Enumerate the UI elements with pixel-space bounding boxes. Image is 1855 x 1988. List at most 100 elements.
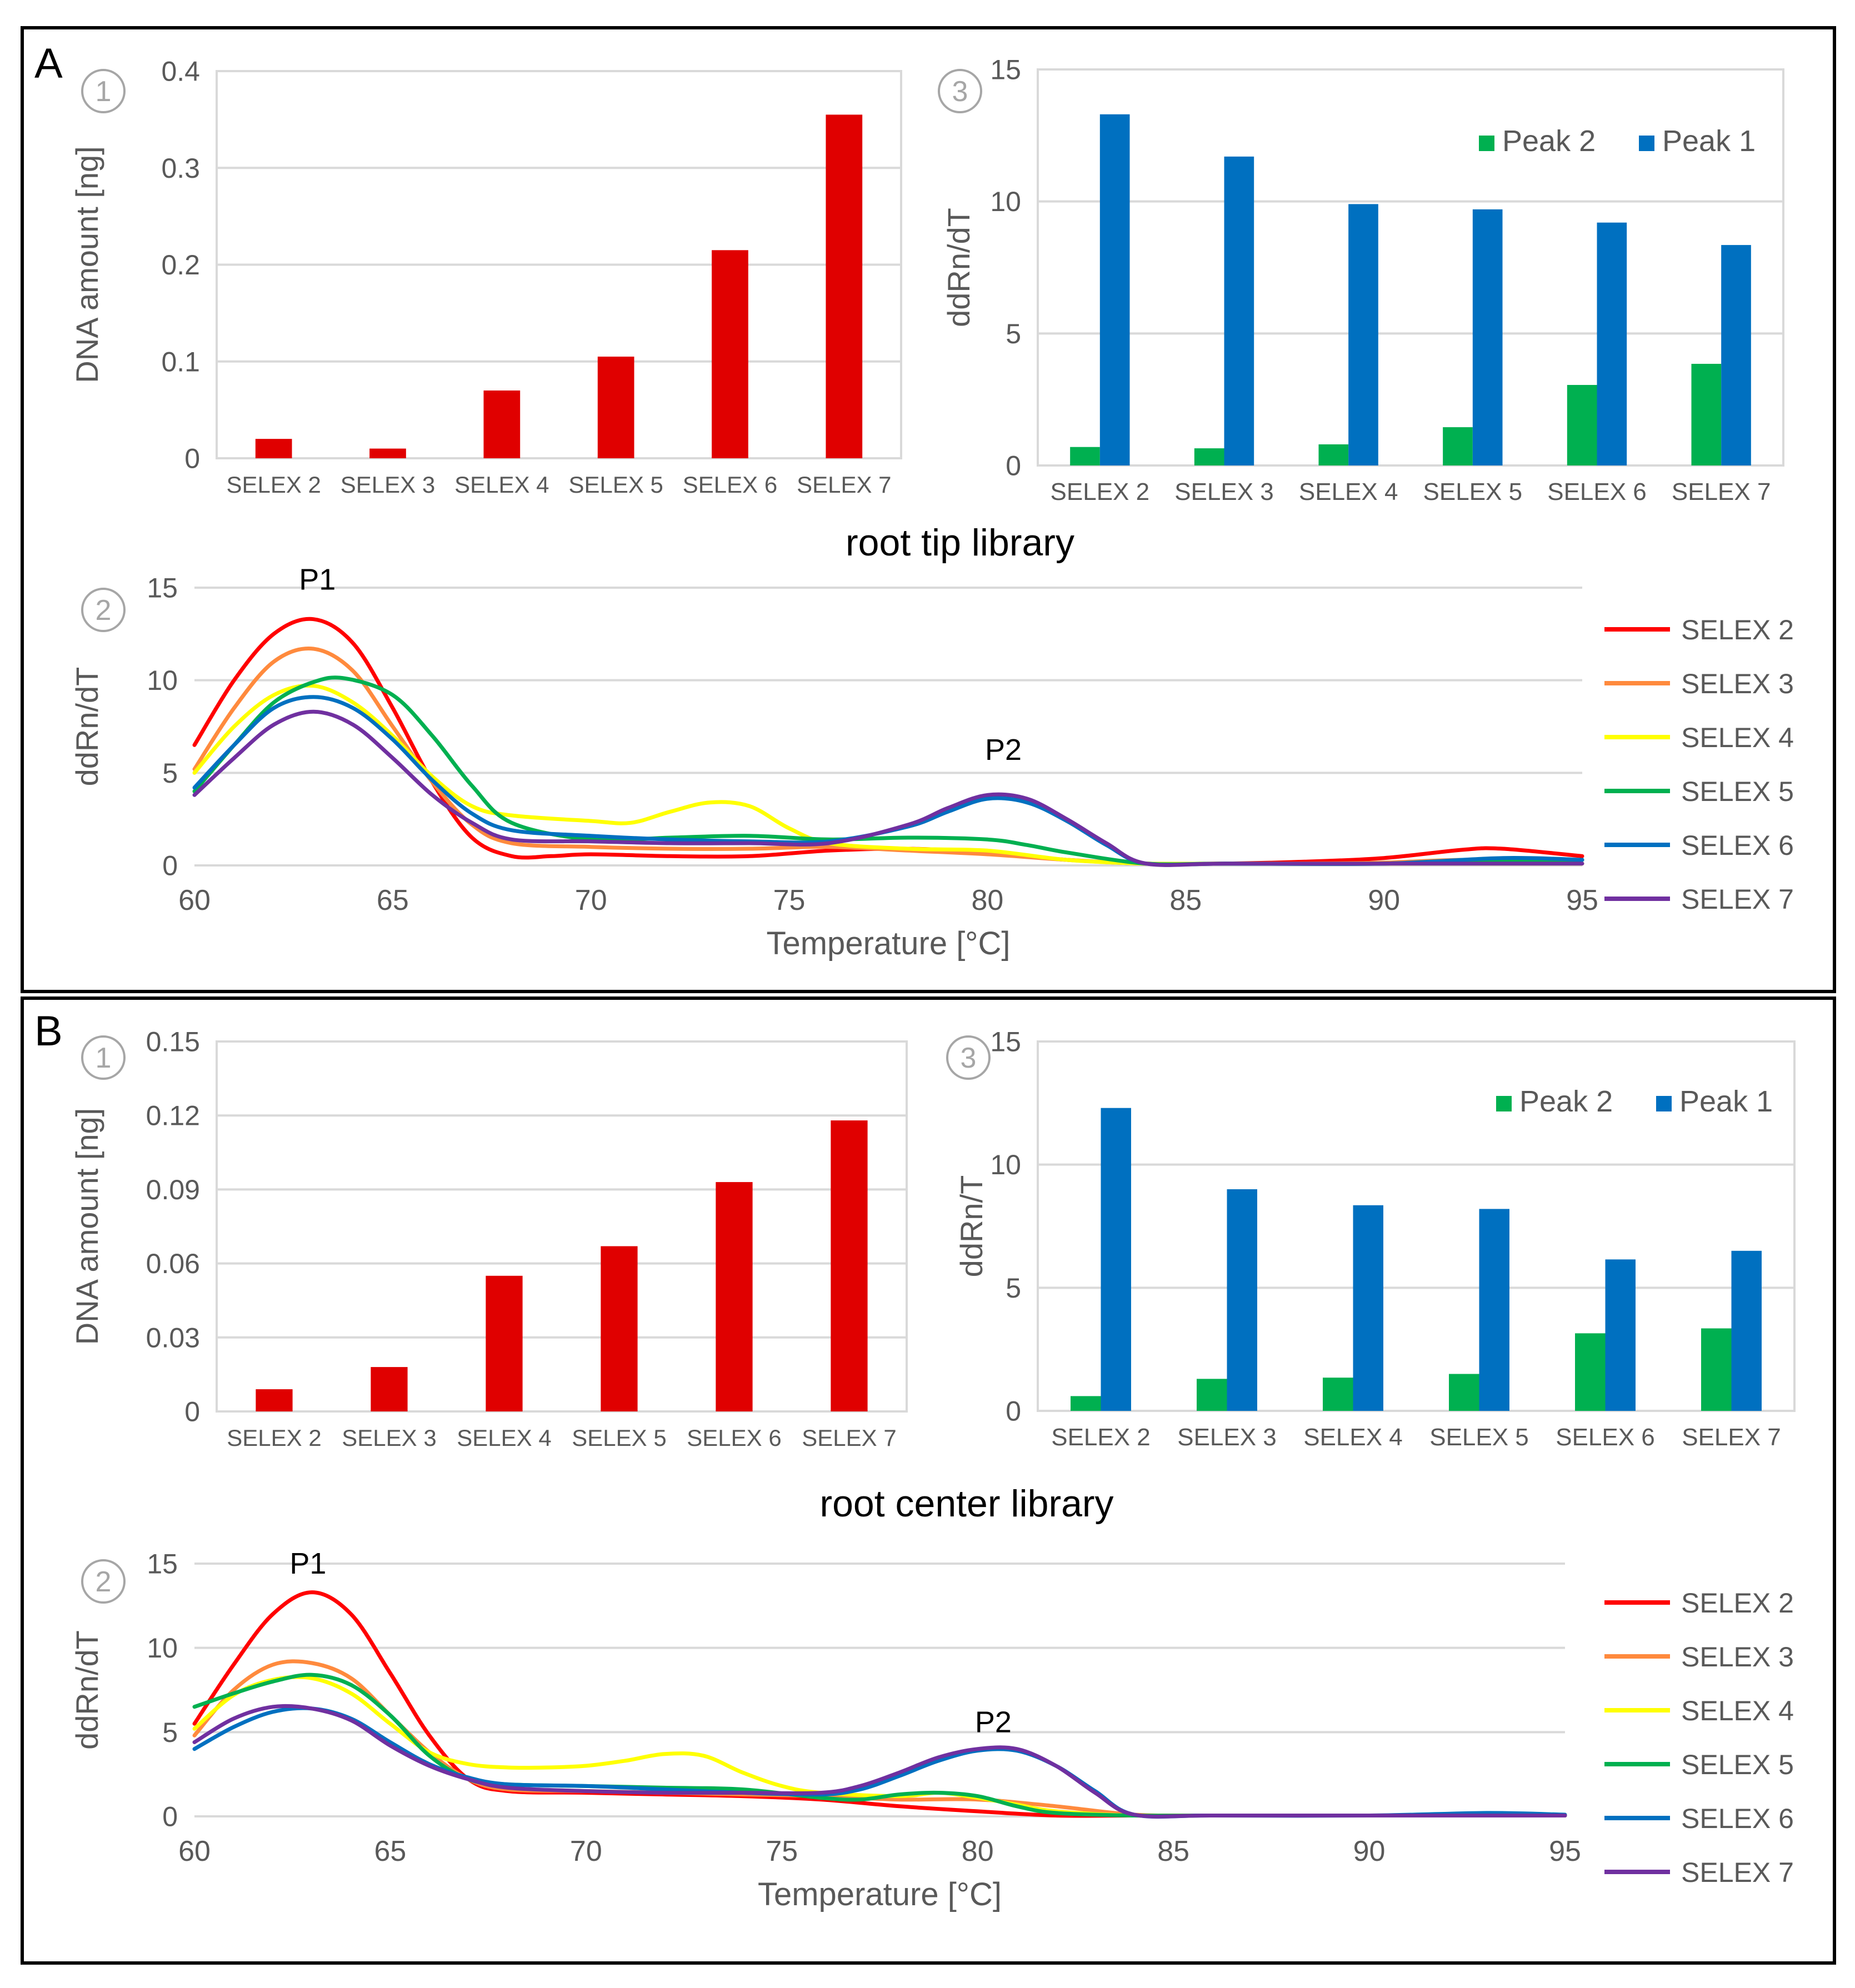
x-tick-label: SELEX 7 — [797, 472, 891, 498]
x-tick-label: SELEX 2 — [227, 1425, 321, 1451]
series-line-selex-3 — [192, 1659, 1567, 1818]
panel-b-label: B — [34, 1008, 63, 1055]
x-tick-label: SELEX 4 — [457, 1425, 551, 1451]
bar — [716, 1182, 753, 1411]
x-tick-label: SELEX 7 — [1682, 1424, 1781, 1451]
x-tick-label: SELEX 4 — [454, 472, 549, 498]
legend-label: SELEX 4 — [1681, 722, 1794, 753]
x-tick-label: 80 — [962, 1835, 994, 1867]
y-axis-label: DNA amount [ng] — [69, 1108, 104, 1345]
chart-a3-peak-bars: 0 5 10 15 ddRn/dT SELEX 2 SELEX 3 SELEX 4 SELEX … — [941, 54, 1784, 505]
chart-b1-dna-amount: 0 0.03 0.06 0.09 0.12 0.15 DNA amount [ng] SELE… — [69, 1026, 908, 1451]
x-tick-label: SELEX 6 — [1556, 1424, 1655, 1451]
panel-b-circle-1: 1 — [81, 1035, 126, 1080]
y-tick-label: 10 — [147, 1633, 178, 1664]
x-tick-label: 75 — [766, 1835, 798, 1867]
legend-label: SELEX 7 — [1681, 884, 1794, 915]
bar-peak-2 — [1443, 427, 1473, 465]
legend-label: SELEX 6 — [1681, 830, 1794, 861]
x-tick-label: 95 — [1549, 1835, 1581, 1867]
x-tick-label: 90 — [1353, 1835, 1386, 1867]
panel-a-p1-label: P1 — [299, 563, 336, 596]
series-line-selex-7 — [192, 709, 1584, 867]
x-tick-label: 60 — [178, 884, 211, 917]
x-tick-label: SELEX 3 — [341, 472, 435, 498]
bar-peak-2 — [1691, 363, 1722, 465]
x-tick-label: 70 — [575, 884, 607, 917]
x-tick-label: SELEX 6 — [687, 1425, 781, 1451]
legend-swatch — [1496, 1096, 1512, 1111]
y-tick-label: 0 — [184, 1396, 200, 1428]
x-tick-label: 85 — [1157, 1835, 1189, 1867]
bar-peak-1 — [1597, 222, 1627, 465]
bar-peak-1 — [1099, 114, 1130, 466]
bar-peak-2 — [1323, 1378, 1353, 1411]
panel-a-circle-3: 3 — [938, 69, 982, 113]
y-tick-label: 0 — [1006, 1396, 1021, 1427]
panel-a-frame — [21, 26, 1836, 993]
y-axis-label: DNA amount [ng] — [69, 146, 104, 383]
svg-text:2: 2 — [96, 1566, 112, 1598]
y-tick-label: 0.06 — [146, 1248, 200, 1279]
bar-peak-1 — [1721, 245, 1751, 465]
panel-b-circle-2: 2 — [81, 1559, 126, 1604]
legend-label: SELEX 5 — [1681, 776, 1794, 807]
svg-text:2: 2 — [96, 594, 112, 627]
x-tick-label: 90 — [1368, 884, 1400, 917]
svg-text:1: 1 — [96, 76, 112, 108]
bar-peak-1 — [1348, 204, 1378, 465]
legend-swatch — [1479, 136, 1494, 151]
chart-a2-melt-curves: 0 5 10 15 ddRn/dT 60 65 70 75 80 85 90 95 Temperature… — [69, 573, 1794, 962]
bar-peak-1 — [1101, 1108, 1131, 1411]
x-tick-label: SELEX 4 — [1299, 478, 1398, 505]
x-tick-label: 95 — [1566, 884, 1598, 917]
x-tick-label: SELEX 5 — [1429, 1424, 1529, 1451]
x-tick-label: SELEX 5 — [1423, 478, 1523, 505]
panel-b-p2-label: P2 — [975, 1705, 1012, 1739]
svg-text:1: 1 — [96, 1042, 112, 1074]
legend-label: Peak 1 — [1662, 124, 1756, 158]
legend-swatch — [1656, 1096, 1672, 1111]
bar-peak-2 — [1575, 1333, 1606, 1411]
bar-peak-2 — [1701, 1328, 1732, 1411]
x-axis-label: Temperature [°C] — [766, 925, 1010, 962]
bar — [483, 390, 521, 458]
x-tick-label: SELEX 6 — [1547, 478, 1647, 505]
panel-a-circle-1: 1 — [81, 69, 126, 113]
bar — [369, 448, 406, 458]
x-tick-label: SELEX 4 — [1303, 1424, 1403, 1451]
panel-a-library-title: root tip library — [846, 522, 1074, 564]
y-tick-label: 15 — [990, 1026, 1021, 1058]
y-tick-label: 0 — [184, 443, 200, 474]
bar — [486, 1275, 523, 1411]
y-tick-label: 10 — [990, 1149, 1021, 1180]
x-tick-label: 70 — [570, 1835, 602, 1867]
x-tick-label: SELEX 5 — [568, 472, 663, 498]
y-tick-label: 5 — [1006, 1273, 1021, 1304]
series-line-selex-5 — [192, 675, 1584, 867]
bar-peak-2 — [1197, 1379, 1227, 1411]
bar — [371, 1367, 408, 1411]
bar — [597, 357, 634, 458]
bar — [256, 1389, 293, 1411]
panel-b-circle-3: 3 — [946, 1035, 991, 1080]
svg-text:3: 3 — [961, 1042, 977, 1074]
y-tick-label: 5 — [162, 1717, 178, 1748]
legend-label: SELEX 3 — [1681, 668, 1794, 699]
bar — [601, 1246, 638, 1411]
series-line-selex-2 — [192, 617, 1584, 866]
bar-peak-1 — [1472, 209, 1503, 465]
y-tick-label: 0.15 — [146, 1026, 200, 1058]
x-tick-label: 80 — [972, 884, 1004, 917]
y-tick-label: 0.12 — [146, 1100, 200, 1131]
y-tick-label: 5 — [1006, 318, 1021, 349]
legend-label: SELEX 3 — [1681, 1641, 1794, 1672]
y-tick-label: 0 — [1006, 450, 1021, 482]
legend-label: Peak 1 — [1679, 1085, 1773, 1118]
bar-peak-2 — [1567, 385, 1597, 465]
chart-b3-peak-bars: 0 5 10 15 ddRn/T SELEX 2 SELEX 3 SELEX 4 SELEX 5… — [954, 1026, 1796, 1451]
svg-text:3: 3 — [952, 76, 968, 108]
bar — [826, 114, 863, 459]
panel-a-circle-2: 2 — [81, 588, 126, 632]
